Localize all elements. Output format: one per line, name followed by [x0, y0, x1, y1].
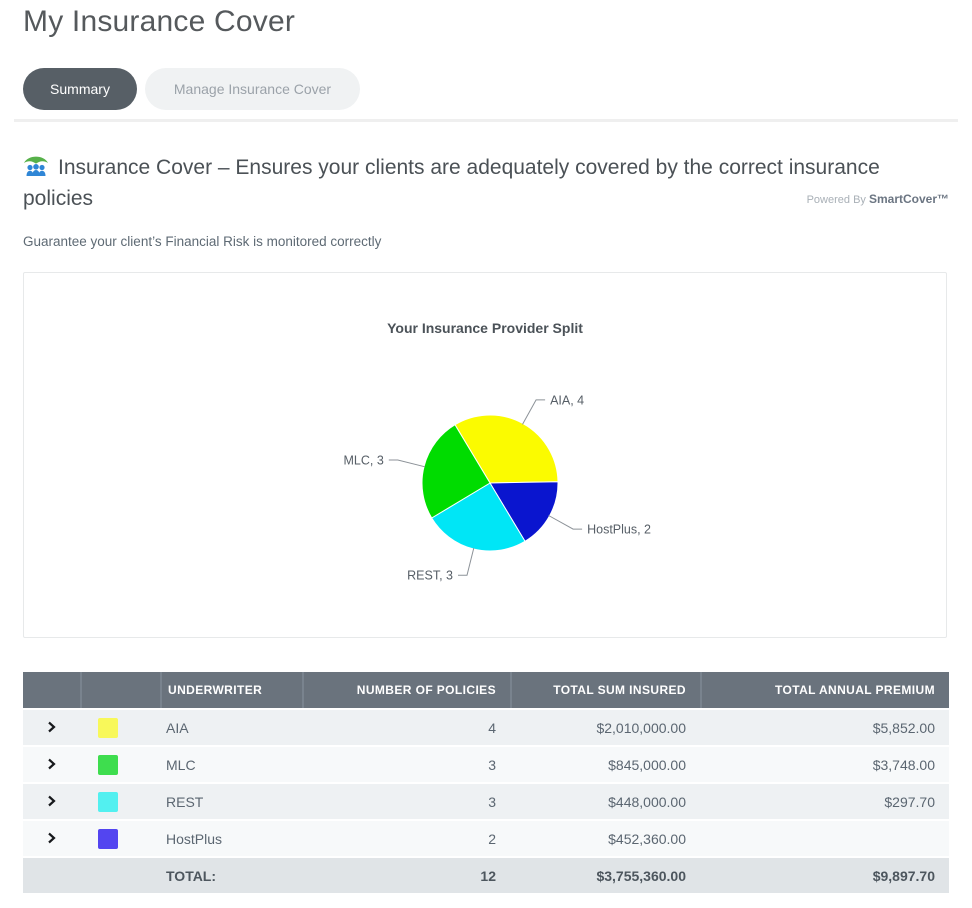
pie-label-mlc: MLC, 3: [344, 454, 384, 468]
tab-manage-insurance-cover[interactable]: Manage Insurance Cover: [145, 68, 360, 110]
powered-by: Powered By SmartCover™: [807, 192, 949, 206]
premium-cell: [700, 821, 949, 856]
underwriter-cell: HostPlus: [160, 821, 302, 856]
sum-insured-cell: $448,000.00: [510, 784, 700, 819]
color-swatch: [98, 754, 118, 775]
expand-row-button[interactable]: [23, 821, 80, 856]
total-policies: 12: [302, 858, 510, 893]
table-total-row: TOTAL: 12 $3,755,360.00 $9,897.70: [23, 858, 949, 893]
tab-summary-label: Summary: [50, 81, 110, 97]
policies-cell: 3: [302, 784, 510, 819]
page-title: My Insurance Cover: [23, 5, 296, 38]
chevron-right-icon: [48, 832, 56, 843]
table-row-aia: AIA 4 $2,010,000.00 $5,852.00: [23, 710, 949, 745]
color-swatch: [98, 717, 118, 738]
expand-row-button[interactable]: [23, 784, 80, 819]
header-total-sum-insured: TOTAL SUM INSURED: [510, 672, 700, 708]
header-underwriter: UNDERWRITER: [160, 672, 302, 708]
underwriter-table-body: AIA 4 $2,010,000.00 $5,852.00 MLC 3 $845,000.0…: [23, 710, 949, 856]
pie-label-rest: REST, 3: [407, 569, 453, 583]
total-swatch-cell: [80, 858, 160, 893]
underwriter-cell: REST: [160, 784, 302, 819]
swatch-cell: [80, 747, 160, 782]
pie-label-hostplus: HostPlus, 2: [587, 523, 651, 537]
swatch-cell: [80, 784, 160, 819]
total-label: TOTAL:: [160, 858, 302, 893]
table-row-mlc: MLC 3 $845,000.00 $3,748.00: [23, 747, 949, 782]
pie-leader-line: [388, 459, 426, 468]
tab-divider: [14, 119, 958, 122]
total-sum-insured: $3,755,360.00: [510, 858, 700, 893]
tab-manage-label: Manage Insurance Cover: [173, 81, 332, 97]
table-row-rest: REST 3 $448,000.00 $297.70: [23, 784, 949, 819]
header-swatch-column: [80, 672, 160, 708]
total-premium: $9,897.70: [700, 858, 949, 893]
policies-cell: 3: [302, 747, 510, 782]
pie-leader-line: [522, 399, 546, 425]
premium-cell: $3,748.00: [700, 747, 949, 782]
swatch-cell: [80, 710, 160, 745]
pie-leader-line: [548, 515, 583, 530]
underwriter-cell: AIA: [160, 710, 302, 745]
chevron-right-icon: [48, 758, 56, 769]
table-row-hostplus: HostPlus 2 $452,360.00: [23, 821, 949, 856]
provider-split-chart: AIA, 4 HostPlus, 2 REST, 3 MLC, 3: [344, 393, 652, 583]
sum-insured-cell: $2,010,000.00: [510, 710, 700, 745]
underwriter-table: UNDERWRITER NUMBER OF POLICIES TOTAL SUM…: [23, 670, 949, 895]
brand-name: SmartCover™: [868, 192, 949, 206]
underwriter-cell: MLC: [160, 747, 302, 782]
policies-cell: 4: [302, 710, 510, 745]
pie-label-aia: AIA, 4: [550, 393, 584, 407]
powered-by-label: Powered By: [806, 194, 866, 206]
color-swatch: [98, 791, 118, 812]
premium-cell: $297.70: [700, 784, 949, 819]
section-subtitle: Guarantee your client’s Financial Risk i…: [23, 234, 382, 249]
header-total-annual-premium: TOTAL ANNUAL PREMIUM: [700, 672, 949, 708]
swatch-cell: [80, 821, 160, 856]
expand-row-button[interactable]: [23, 710, 80, 745]
sum-insured-cell: $452,360.00: [510, 821, 700, 856]
pie-leader-line: [458, 547, 475, 576]
chevron-right-icon: [48, 721, 56, 732]
color-swatch: [98, 828, 118, 849]
header-expand-column: [23, 672, 80, 708]
premium-cell: $5,852.00: [700, 710, 949, 745]
sum-insured-cell: $845,000.00: [510, 747, 700, 782]
total-expand-cell: [23, 858, 80, 893]
header-number-of-policies: NUMBER OF POLICIES: [302, 672, 510, 708]
chevron-right-icon: [48, 795, 56, 806]
table-header: UNDERWRITER NUMBER OF POLICIES TOTAL SUM…: [23, 672, 949, 708]
chart-panel: Your Insurance Provider Split AIA, 4 Host…: [23, 272, 947, 638]
family-under-umbrella-icon: [24, 156, 48, 176]
section-heading-text: Insurance Cover – Ensures your clients a…: [23, 156, 880, 210]
expand-row-button[interactable]: [23, 747, 80, 782]
policies-cell: 2: [302, 821, 510, 856]
chart-title: Your Insurance Provider Split: [387, 320, 583, 336]
tab-summary[interactable]: Summary: [23, 68, 137, 110]
section-heading: Insurance Cover – Ensures your clients a…: [23, 152, 933, 214]
